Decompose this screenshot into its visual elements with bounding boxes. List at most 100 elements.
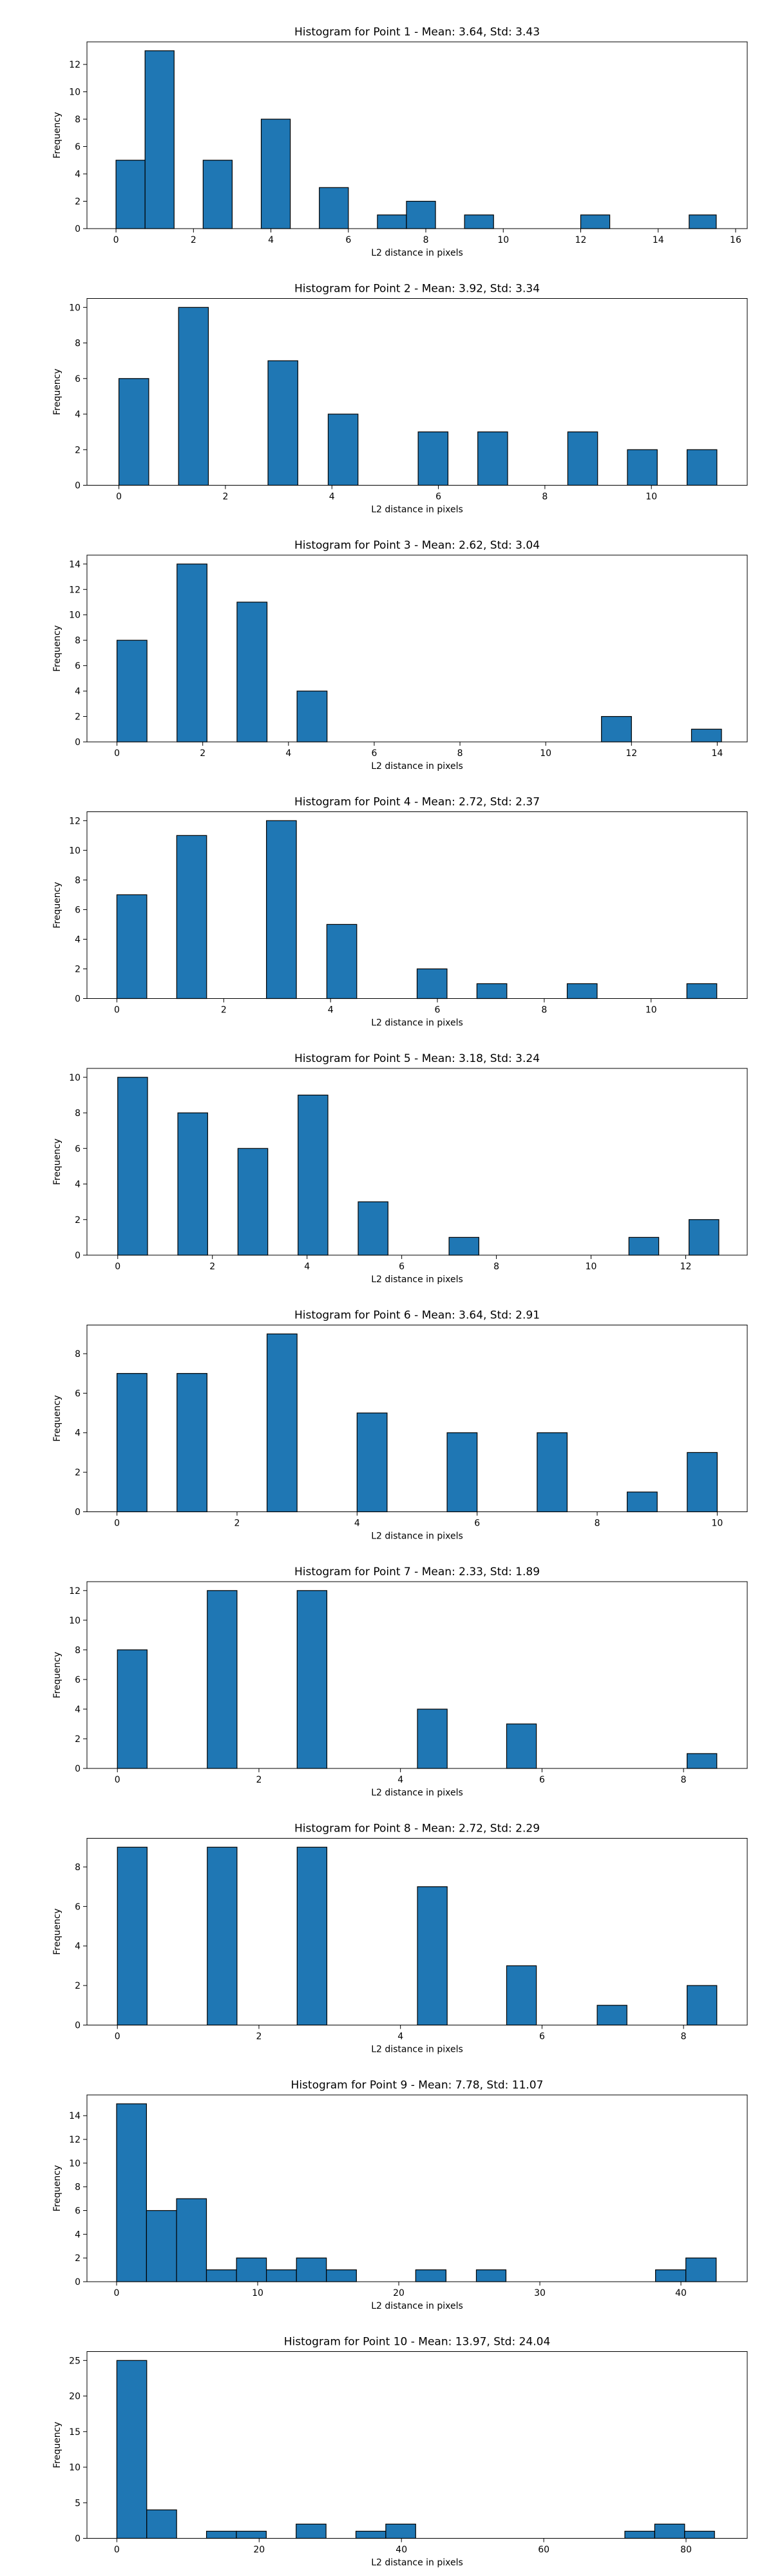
histogram-bar xyxy=(266,1333,298,1513)
histogram-bar xyxy=(146,2509,177,2539)
y-tick-label: 6 xyxy=(75,905,81,915)
x-tick-label: 2 xyxy=(234,1519,240,1529)
y-tick-label: 2 xyxy=(75,1215,81,1226)
histogram-bar xyxy=(446,1432,478,1513)
x-tick-label: 12 xyxy=(680,1262,692,1272)
y-tick-label: 2 xyxy=(75,445,81,455)
x-axis-label: L2 distance in pixels xyxy=(371,1531,463,1542)
chart-panel-9: Histogram for Point 9 - Mean: 7.78, Std:… xyxy=(52,2079,748,2311)
y-tick-label: 2 xyxy=(75,197,81,207)
histogram-bar xyxy=(355,2530,386,2539)
histogram-bar xyxy=(377,214,407,229)
x-tick-label: 40 xyxy=(675,2288,687,2298)
x-tick-label: 6 xyxy=(539,1775,545,1785)
y-axis-label: Frequency xyxy=(52,2165,62,2211)
y-tick-label: 0 xyxy=(75,224,81,234)
x-tick-label: 14 xyxy=(711,748,723,759)
histogram-bar xyxy=(177,1112,208,1256)
axes-frame xyxy=(86,1581,748,1769)
chart-title: Histogram for Point 8 - Mean: 2.72, Std:… xyxy=(294,1823,540,1835)
histogram-bar xyxy=(296,1846,328,2026)
histogram-bar xyxy=(684,2530,715,2539)
y-tick-label: 8 xyxy=(75,115,81,125)
histogram-bar xyxy=(689,214,717,229)
histogram-bar xyxy=(207,1590,238,1769)
histogram-bar xyxy=(406,200,436,229)
histogram-bar xyxy=(415,2269,446,2282)
y-tick-label: 2 xyxy=(75,1734,81,1745)
histogram-bar xyxy=(567,431,598,486)
axes-frame xyxy=(86,811,748,999)
x-tick-label: 0 xyxy=(115,2032,120,2042)
x-tick-label: 8 xyxy=(457,748,463,759)
y-tick-label: 10 xyxy=(69,1073,81,1083)
histogram-bar xyxy=(266,820,297,999)
y-tick-label: 12 xyxy=(69,816,81,826)
y-tick-label: 0 xyxy=(75,1251,81,1261)
y-tick-label: 0 xyxy=(75,2277,81,2287)
histogram-bar xyxy=(260,118,291,229)
y-tick-label: 0 xyxy=(75,1764,81,1774)
chart-title: Histogram for Point 10 - Mean: 13.97, St… xyxy=(284,2336,551,2349)
x-tick-label: 30 xyxy=(534,2288,546,2298)
x-tick-label: 10 xyxy=(645,492,657,502)
y-tick-label: 4 xyxy=(75,934,81,945)
y-axis-label: Frequency xyxy=(52,625,62,672)
chart-panel-7: Histogram for Point 7 - Mean: 2.33, Std:… xyxy=(52,1566,748,1798)
y-axis-label: Frequency xyxy=(52,368,62,415)
chart-panel-8: Histogram for Point 8 - Mean: 2.72, Std:… xyxy=(52,1823,748,2055)
x-axis-label: L2 distance in pixels xyxy=(371,761,463,772)
chart-panel-1: Histogram for Point 1 - Mean: 3.64, Std:… xyxy=(52,26,748,258)
histogram-bar xyxy=(117,1649,148,1769)
y-tick-label: 8 xyxy=(75,1862,81,1873)
histogram-bar xyxy=(117,1846,148,2026)
x-tick-label: 2 xyxy=(209,1262,215,1272)
histogram-bar xyxy=(327,413,359,486)
histogram-bar xyxy=(117,1077,148,1256)
x-tick-label: 0 xyxy=(114,2288,120,2298)
y-tick-label: 6 xyxy=(75,2206,81,2217)
x-tick-label: 80 xyxy=(680,2545,692,2555)
y-axis-label: Frequency xyxy=(52,1395,62,1441)
y-tick-label: 10 xyxy=(69,88,81,98)
x-tick-label: 14 xyxy=(653,235,664,245)
histogram-bar xyxy=(144,50,175,229)
x-tick-label: 6 xyxy=(345,235,351,245)
x-axis-label: L2 distance in pixels xyxy=(371,2558,463,2568)
histogram-bar xyxy=(146,2210,177,2282)
y-tick-label: 25 xyxy=(69,2356,81,2366)
histogram-bar xyxy=(296,2523,327,2539)
chart-panel-10: Histogram for Point 10 - Mean: 13.97, St… xyxy=(52,2336,748,2568)
histogram-bar xyxy=(296,1590,328,1769)
x-tick-label: 0 xyxy=(115,1775,120,1785)
y-tick-label: 2 xyxy=(75,1468,81,1478)
y-tick-label: 8 xyxy=(75,1645,81,1656)
y-tick-label: 8 xyxy=(75,636,81,646)
histogram-bar xyxy=(537,1432,568,1513)
histogram-bar xyxy=(686,983,718,999)
x-tick-label: 2 xyxy=(221,1005,227,1016)
chart-panel-2: Histogram for Point 2 - Mean: 3.92, Std:… xyxy=(52,283,748,515)
histogram-bar xyxy=(448,1236,479,1256)
y-tick-label: 10 xyxy=(69,303,81,313)
histogram-bar xyxy=(416,968,448,999)
x-tick-label: 0 xyxy=(114,748,120,759)
axes-frame xyxy=(86,2094,748,2282)
y-tick-label: 8 xyxy=(75,1349,81,1359)
axes-frame xyxy=(86,41,748,229)
y-tick-label: 4 xyxy=(75,1180,81,1190)
x-tick-label: 20 xyxy=(393,2288,405,2298)
x-tick-label: 10 xyxy=(645,1005,657,1016)
y-tick-label: 6 xyxy=(75,1675,81,1685)
x-tick-label: 0 xyxy=(114,1519,120,1529)
y-tick-label: 20 xyxy=(69,2392,81,2402)
y-tick-label: 0 xyxy=(75,2021,81,2031)
x-tick-label: 6 xyxy=(371,748,377,759)
axes-frame xyxy=(86,554,748,743)
x-tick-label: 6 xyxy=(539,2032,545,2042)
x-tick-label: 2 xyxy=(200,748,205,759)
histogram-bar xyxy=(298,1094,329,1256)
x-tick-label: 8 xyxy=(595,1519,600,1529)
histogram-bar xyxy=(116,1373,148,1513)
x-tick-label: 0 xyxy=(116,492,122,502)
